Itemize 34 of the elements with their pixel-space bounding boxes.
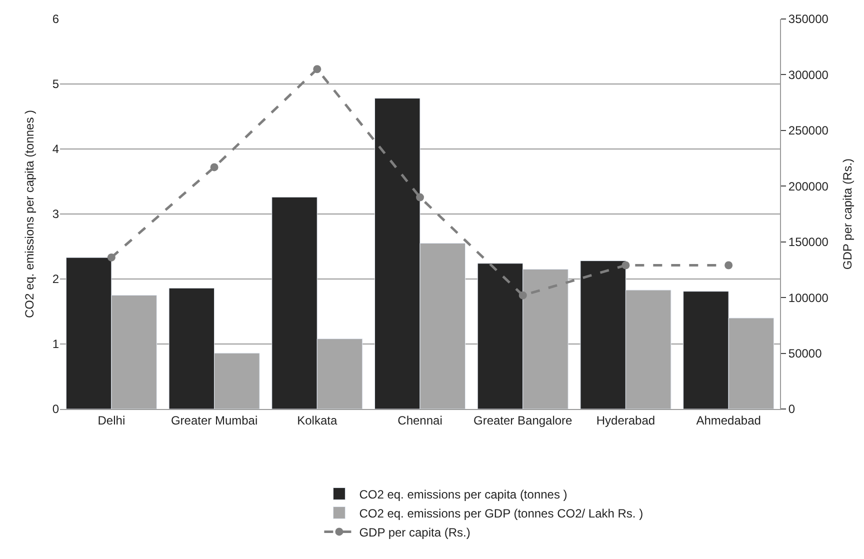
y-tick-label: 6 xyxy=(52,12,60,26)
y2-tick-label: 300000 xyxy=(788,68,829,82)
y-tick-label: 3 xyxy=(52,207,60,222)
point xyxy=(107,253,116,262)
legend-label: CO2 eq. emissions per GDP (tonnes CO2/ Lakh Rs. ) xyxy=(359,506,644,520)
y2-tick-label: 0 xyxy=(788,402,796,416)
legend-label: GDP per capita (Rs.) xyxy=(359,525,470,540)
y2-tick-label: 350000 xyxy=(788,12,829,26)
y2-tick-label: 50000 xyxy=(788,346,822,360)
y-tick-label: 2 xyxy=(52,272,60,286)
point xyxy=(210,163,218,172)
y2-tick-label: 100000 xyxy=(788,290,829,305)
y-axis-title: CO2 eq. emissions per capita (tonnes ) xyxy=(22,110,37,318)
point xyxy=(313,65,322,74)
y2-tick-label: 250000 xyxy=(788,124,829,138)
y2-tick-label: 150000 xyxy=(788,235,829,250)
point xyxy=(724,261,733,270)
y2-tick-label: 200000 xyxy=(788,179,829,194)
x-tick-label: Chennai xyxy=(398,413,442,428)
legend-label: CO2 eq. emissions per capita (tonnes ) xyxy=(359,487,568,502)
x-tick-label: Kolkata xyxy=(297,413,338,428)
point xyxy=(518,291,527,300)
point xyxy=(622,261,630,270)
y-tick-label: 0 xyxy=(52,402,60,416)
y-tick-label: 4 xyxy=(52,142,60,156)
y2-axis-title: GDP per capita (Rs.) xyxy=(840,158,855,270)
x-tick-label: Greater Mumbai xyxy=(170,413,258,428)
x-tick-label: Ahmedabad xyxy=(696,413,761,428)
x-tick-label: Hyderabad xyxy=(596,413,656,428)
point xyxy=(416,193,424,202)
x-tick-label: Greater Bangalore xyxy=(473,413,573,428)
y-tick-label: 1 xyxy=(52,337,60,352)
x-tick-label: Delhi xyxy=(98,413,126,428)
y-tick-label: 5 xyxy=(52,77,60,92)
